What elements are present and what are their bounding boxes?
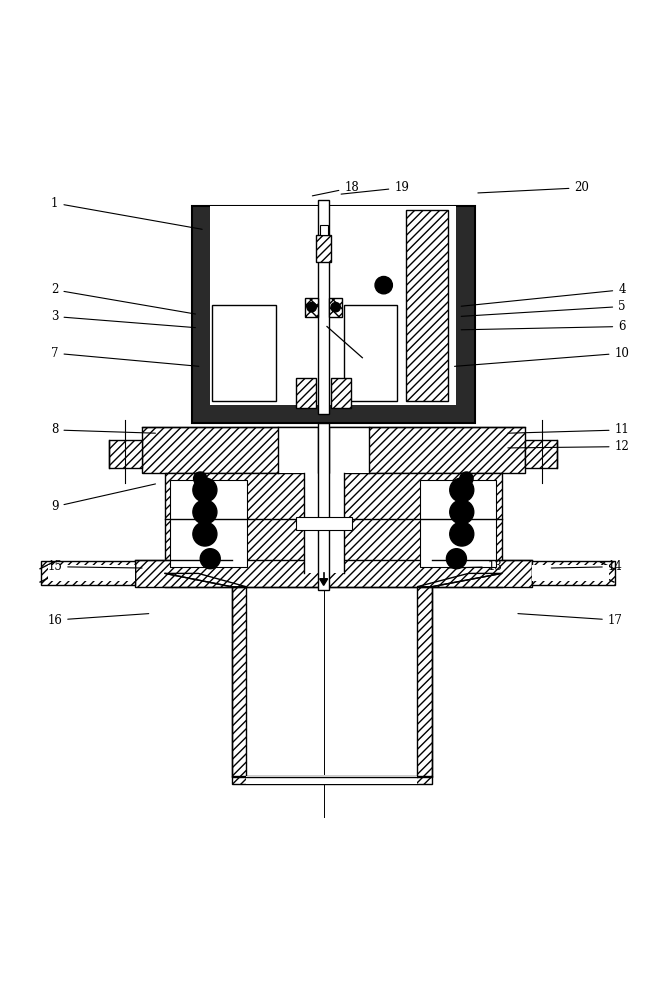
Text: 10: 10	[454, 347, 629, 366]
Bar	[247, 776, 417, 784]
Bar	[278, 427, 369, 473]
Text: 4: 4	[461, 283, 626, 306]
Circle shape	[307, 303, 316, 312]
Circle shape	[450, 478, 474, 502]
Bar	[318, 427, 329, 473]
Bar	[407, 210, 448, 401]
Text: 14: 14	[551, 560, 622, 573]
Bar	[232, 587, 431, 777]
Polygon shape	[320, 579, 328, 585]
Bar	[232, 587, 247, 777]
Circle shape	[450, 522, 474, 546]
Circle shape	[460, 472, 473, 485]
Circle shape	[331, 303, 340, 312]
Bar	[212, 305, 275, 401]
Circle shape	[193, 478, 217, 502]
Polygon shape	[417, 573, 502, 587]
Circle shape	[375, 276, 393, 294]
Text: 8: 8	[51, 423, 155, 436]
Bar	[304, 473, 344, 573]
Text: 20: 20	[478, 181, 590, 194]
Bar	[141, 427, 525, 473]
Text: 2: 2	[51, 283, 196, 314]
Bar	[318, 423, 329, 590]
Bar	[417, 587, 431, 777]
Bar	[532, 561, 615, 585]
Bar	[318, 200, 329, 414]
Text: 11: 11	[508, 423, 629, 436]
Text: 1: 1	[51, 197, 202, 229]
Bar	[165, 473, 502, 573]
Text: 15: 15	[48, 560, 142, 573]
Bar	[316, 235, 331, 262]
Bar	[232, 776, 431, 784]
Bar	[331, 378, 351, 408]
Circle shape	[194, 472, 207, 485]
Circle shape	[193, 522, 217, 546]
Bar	[305, 298, 318, 317]
Bar	[296, 378, 316, 408]
Bar	[419, 480, 496, 567]
Bar	[48, 565, 135, 581]
Text: 19: 19	[341, 181, 409, 194]
Circle shape	[200, 549, 220, 569]
Text: 17: 17	[518, 614, 622, 627]
Circle shape	[446, 549, 466, 569]
Text: 9: 9	[51, 484, 155, 513]
Bar	[344, 305, 397, 401]
Bar	[192, 206, 475, 423]
Bar	[210, 206, 456, 405]
Bar	[295, 517, 352, 530]
Text: 5: 5	[461, 300, 626, 316]
Bar	[42, 561, 135, 585]
Bar	[170, 480, 247, 567]
Text: 16: 16	[48, 614, 149, 627]
Bar	[525, 440, 557, 468]
Circle shape	[450, 500, 474, 524]
Bar	[329, 298, 342, 317]
Text: 12: 12	[508, 440, 629, 453]
Circle shape	[193, 500, 217, 524]
Text: 18: 18	[312, 181, 359, 196]
Text: 6: 6	[461, 320, 626, 333]
Polygon shape	[165, 573, 247, 587]
Bar	[532, 565, 608, 581]
Bar	[135, 560, 532, 587]
Text: 13: 13	[448, 560, 502, 573]
Bar	[320, 225, 328, 235]
Bar	[109, 440, 141, 468]
Text: 3: 3	[51, 310, 196, 328]
Text: 7: 7	[51, 347, 199, 366]
